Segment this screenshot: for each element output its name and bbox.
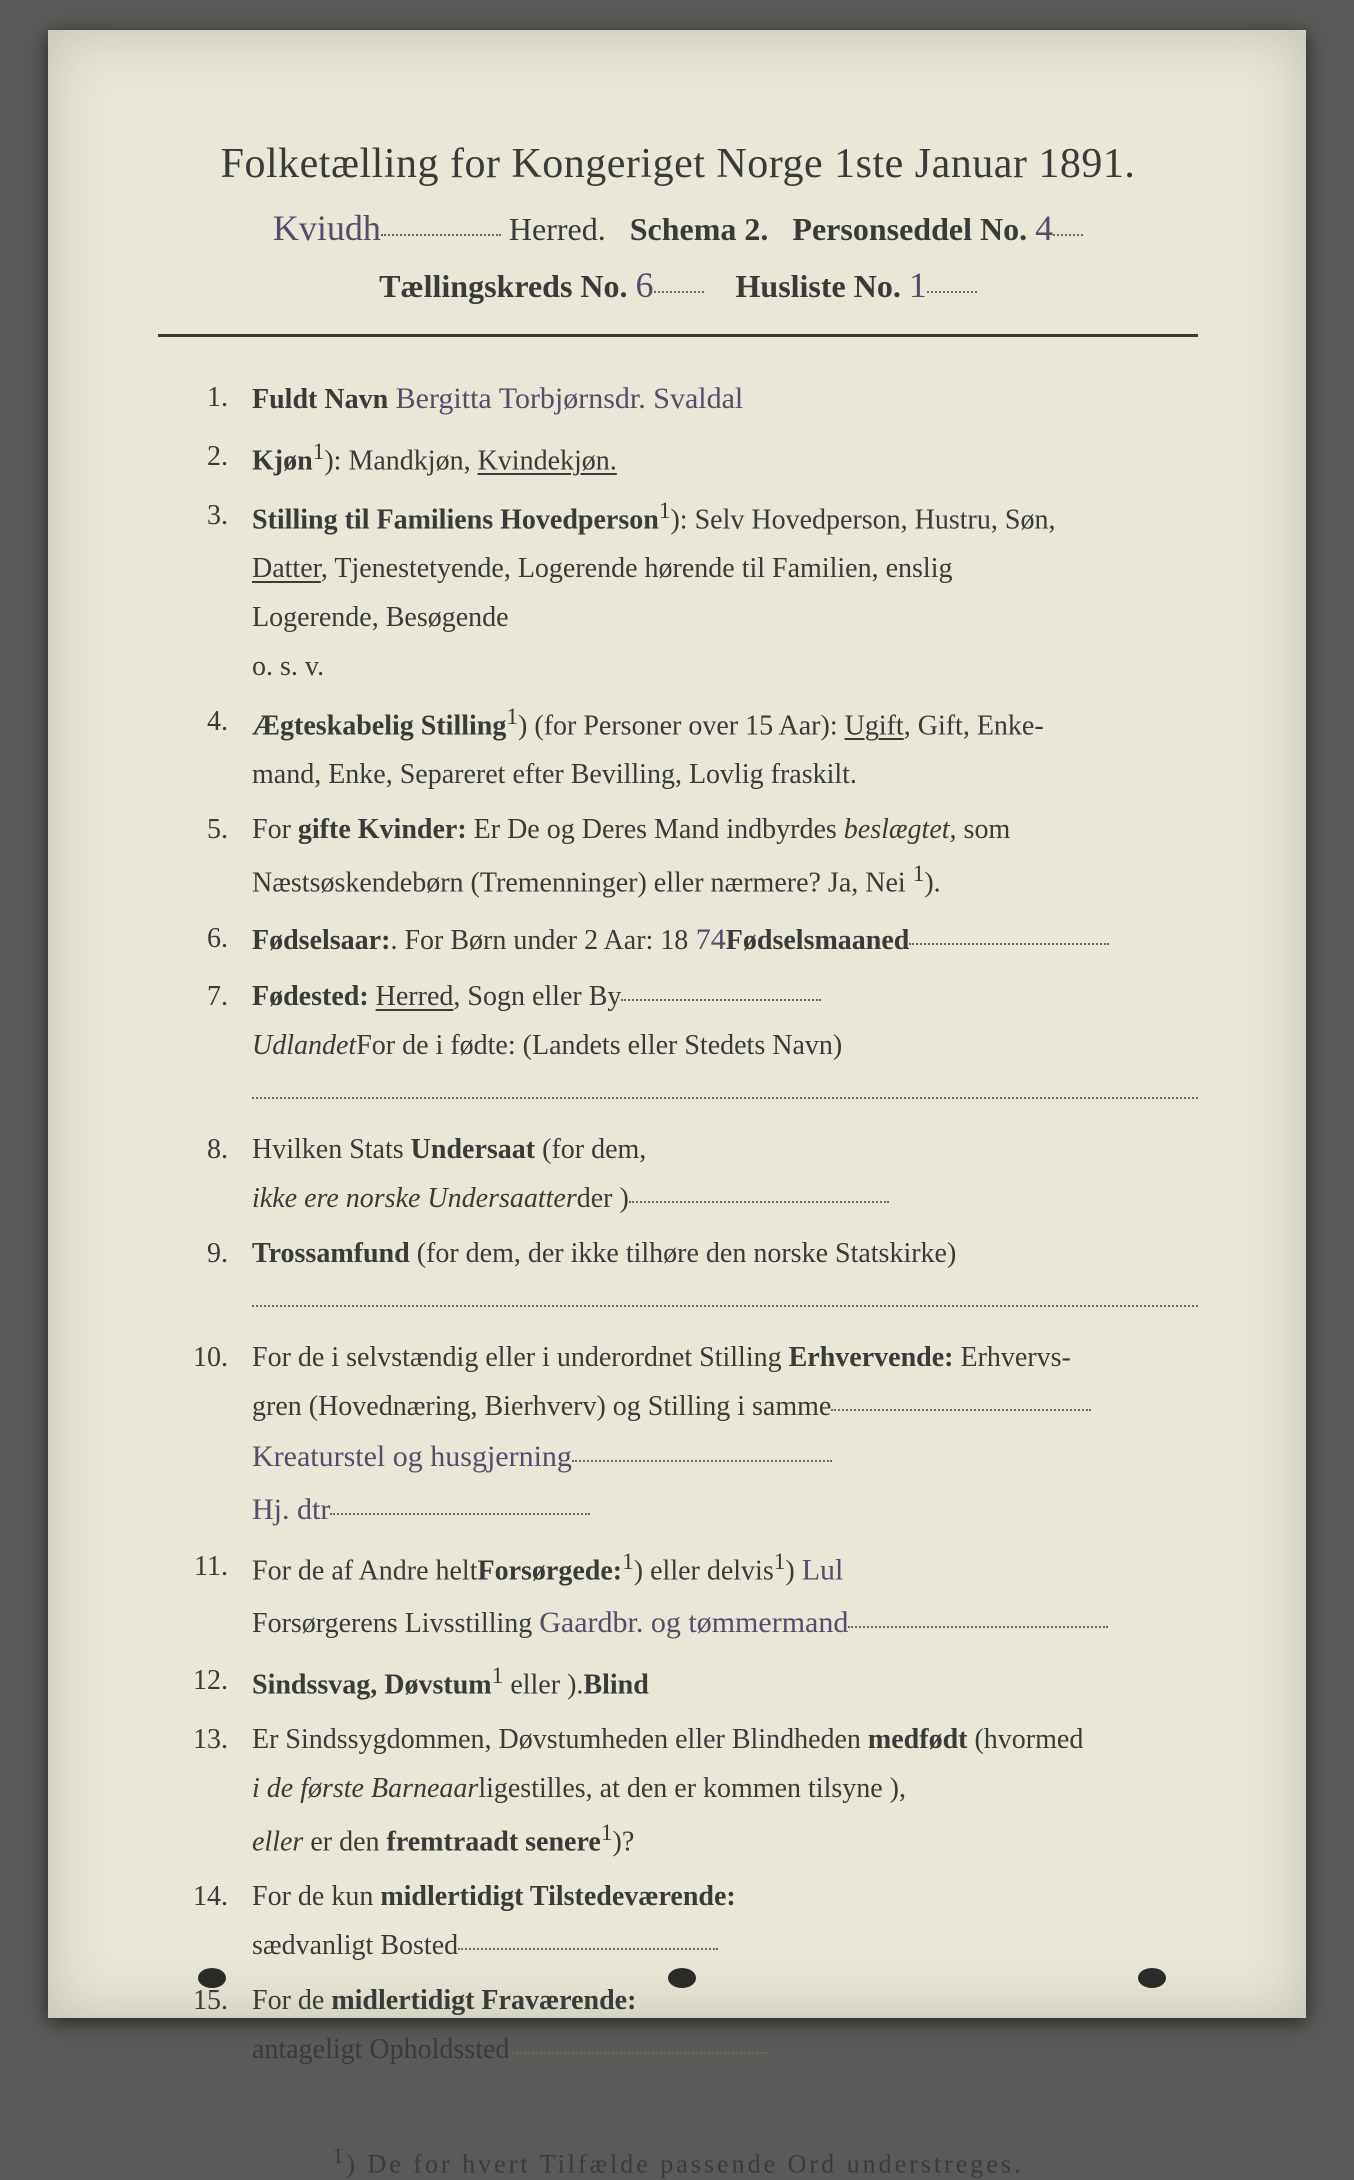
item-number: 3. xyxy=(158,491,252,691)
form-item: 5.For gifte Kvinder: Er De og Deres Mand… xyxy=(158,805,1198,907)
form-item: 14.For de kun midlertidigt Tilstedeværen… xyxy=(158,1872,1198,1970)
document-page: Folketælling for Kongeriget Norge 1ste J… xyxy=(48,30,1306,2018)
binding-hole xyxy=(668,1968,696,1988)
item-number: 8. xyxy=(158,1125,252,1223)
husliste-label: Husliste No. xyxy=(736,268,901,304)
item-number: 10. xyxy=(158,1333,252,1536)
item-body: Ægteskabelig Stilling1) (for Personer ov… xyxy=(252,697,1198,799)
item-body: Kjøn1): Mandkjøn, Kvindekjøn. xyxy=(252,432,1198,485)
personseddel-label: Personseddel No. xyxy=(792,211,1027,247)
form-item: 9.Trossamfund (for dem, der ikke tilhøre… xyxy=(158,1229,1198,1327)
item-body: Trossamfund (for dem, der ikke tilhøre d… xyxy=(252,1229,1198,1327)
item-number: 13. xyxy=(158,1715,252,1866)
item-body: For de kun midlertidigt Tilstedeværende:… xyxy=(252,1872,1198,1970)
herred-handwritten: Kviudh xyxy=(273,208,381,248)
item-body: Fuldt Navn Bergitta Torbjørnsdr. Svaldal xyxy=(252,373,1198,426)
item-body: For de af Andre heltForsørgede:1) eller … xyxy=(252,1542,1198,1649)
item-number: 2. xyxy=(158,432,252,485)
title-main: Folketælling for Kongeriget Norge 1ste J… xyxy=(158,140,1198,188)
item-body: Fødselsaar:. For Børn under 2 Aar: 18 74… xyxy=(252,914,1198,967)
item-body: For de i selvstændig eller i underordnet… xyxy=(252,1333,1198,1536)
item-number: 15. xyxy=(158,1976,252,2074)
item-body: For de midlertidigt Fraværende:antagelig… xyxy=(252,1976,1198,2074)
form-item: 8.Hvilken Stats Undersaat (for dem,ikke … xyxy=(158,1125,1198,1223)
husliste-no-hw: 1 xyxy=(909,265,927,305)
schema-label: Schema 2. xyxy=(630,211,769,247)
item-number: 12. xyxy=(158,1656,252,1709)
item-body: Hvilken Stats Undersaat (for dem,ikke er… xyxy=(252,1125,1198,1223)
handwritten-value: Lul xyxy=(802,1554,844,1587)
form-item: 11.For de af Andre heltForsørgede:1) ell… xyxy=(158,1542,1198,1649)
form-item: 13.Er Sindssygdommen, Døvstumheden eller… xyxy=(158,1715,1198,1866)
item-number: 14. xyxy=(158,1872,252,1970)
item-number: 1. xyxy=(158,373,252,426)
personseddel-no-hw: 4 xyxy=(1035,208,1053,248)
handwritten-value: Hj. dtr xyxy=(252,1493,330,1526)
item-body: For gifte Kvinder: Er De og Deres Mand i… xyxy=(252,805,1198,907)
footnote-sup: 1 xyxy=(333,2144,347,2168)
form-item: 6.Fødselsaar:. For Børn under 2 Aar: 18 … xyxy=(158,914,1198,967)
handwritten-value: 74 xyxy=(688,923,726,956)
form-item: 2.Kjøn1): Mandkjøn, Kvindekjøn. xyxy=(158,432,1198,485)
form-item: 7.Fødested: Herred, Sogn eller ByUdlande… xyxy=(158,972,1198,1119)
form-item: 4.Ægteskabelig Stilling1) (for Personer … xyxy=(158,697,1198,799)
item-body: Sindssvag, Døvstum1 eller ).Blind xyxy=(252,1656,1198,1709)
handwritten-value: Kreaturstel og husgjerning xyxy=(252,1440,572,1473)
item-number: 9. xyxy=(158,1229,252,1327)
horizontal-rule xyxy=(158,334,1198,337)
footnote: 1) De for hvert Tilfælde passende Ord un… xyxy=(158,2144,1198,2180)
herred-label: Herred. xyxy=(509,211,606,247)
item-body: Er Sindssygdommen, Døvstumheden eller Bl… xyxy=(252,1715,1198,1866)
footnote-text: ) De for hvert Tilfælde passende Ord und… xyxy=(346,2150,1023,2179)
item-number: 7. xyxy=(158,972,252,1119)
title-line3: Tællingskreds No. 6 Husliste No. 1 xyxy=(158,263,1198,306)
items-list: 1.Fuldt Navn Bergitta Torbjørnsdr. Svald… xyxy=(158,373,1198,2074)
kreds-no-hw: 6 xyxy=(636,265,654,305)
form-item: 10.For de i selvstændig eller i underord… xyxy=(158,1333,1198,1536)
title-line2: Kviudh Herred. Schema 2. Personseddel No… xyxy=(158,206,1198,249)
form-item: 12.Sindssvag, Døvstum1 eller ).Blind xyxy=(158,1656,1198,1709)
kreds-label: Tællingskreds No. xyxy=(379,268,627,304)
handwritten-value: Gaardbr. og tømmermand xyxy=(539,1606,848,1639)
item-number: 11. xyxy=(158,1542,252,1649)
item-number: 6. xyxy=(158,914,252,967)
item-number: 5. xyxy=(158,805,252,907)
form-item: 3.Stilling til Familiens Hovedperson1): … xyxy=(158,491,1198,691)
handwritten-value: Bergitta Torbjørnsdr. Svaldal xyxy=(388,382,743,415)
item-body: Stilling til Familiens Hovedperson1): Se… xyxy=(252,491,1198,691)
content-area: Folketælling for Kongeriget Norge 1ste J… xyxy=(158,140,1198,2180)
binding-hole xyxy=(1138,1968,1166,1988)
form-item: 1.Fuldt Navn Bergitta Torbjørnsdr. Svald… xyxy=(158,373,1198,426)
form-item: 15.For de midlertidigt Fraværende:antage… xyxy=(158,1976,1198,2074)
item-body: Fødested: Herred, Sogn eller ByUdlandetF… xyxy=(252,972,1198,1119)
binding-hole xyxy=(198,1968,226,1988)
item-number: 4. xyxy=(158,697,252,799)
